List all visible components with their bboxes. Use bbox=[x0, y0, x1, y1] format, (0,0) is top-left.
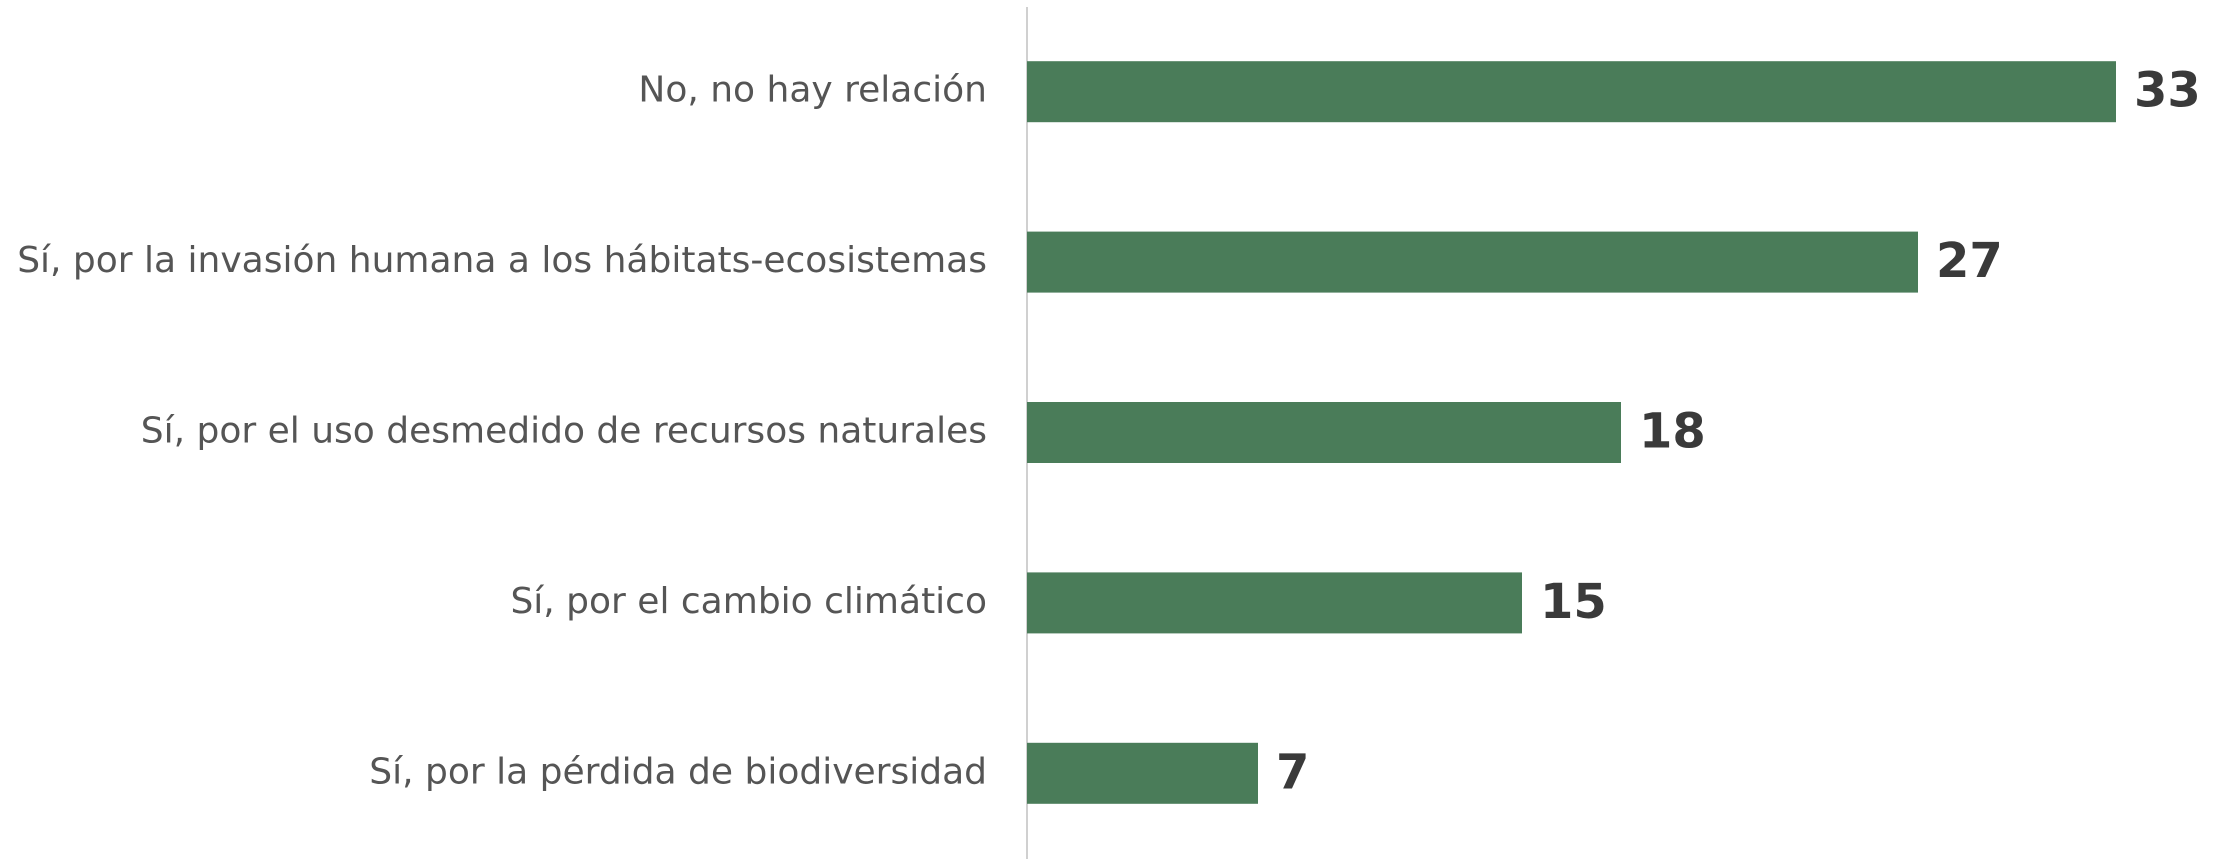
bar bbox=[1027, 231, 1918, 293]
category-label: No, no hay relación bbox=[638, 70, 987, 111]
value-label: 18 bbox=[1639, 404, 1706, 460]
category-label: Sí, por el uso desmedido de recursos nat… bbox=[141, 411, 987, 452]
bar bbox=[1027, 742, 1258, 804]
category-label: Sí, por el cambio climático bbox=[510, 581, 987, 622]
bar bbox=[1027, 61, 2116, 123]
category-label: Sí, por la pérdida de biodiversidad bbox=[369, 751, 987, 792]
category-label: Sí, por la invasión humana a los hábitat… bbox=[17, 240, 987, 281]
value-label: 27 bbox=[1936, 233, 2003, 289]
bar bbox=[1027, 572, 1522, 634]
value-label: 7 bbox=[1276, 744, 1309, 800]
value-label: 15 bbox=[1540, 574, 1607, 630]
value-label: 33 bbox=[2134, 63, 2201, 119]
bar bbox=[1027, 402, 1621, 463]
